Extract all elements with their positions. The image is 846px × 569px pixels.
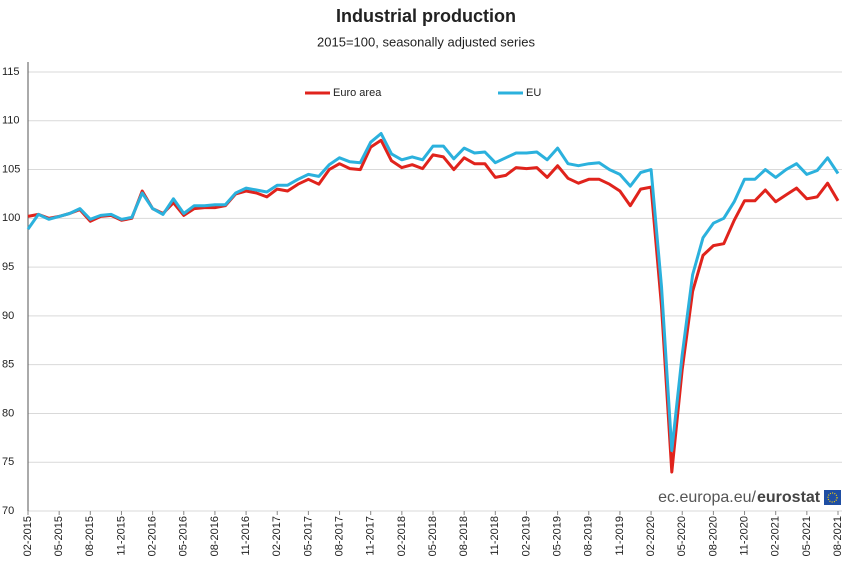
- x-tick-label: 08-2021: [832, 516, 844, 556]
- y-tick-label: 95: [2, 261, 14, 273]
- x-tick-label: 05-2021: [801, 516, 813, 556]
- y-tick-label: 80: [2, 407, 14, 419]
- y-tick-label: 115: [2, 66, 20, 78]
- data-line: [26, 132, 840, 452]
- x-tick-label: 08-2019: [583, 516, 595, 556]
- y-tick-label: 90: [2, 310, 14, 322]
- x-tick-label: 05-2017: [302, 516, 314, 556]
- x-tick-label: 02-2017: [271, 516, 283, 556]
- y-tick-label: 70: [2, 505, 14, 517]
- source: ec.europa.eu/ eurostat: [658, 489, 841, 506]
- chart-title: Industrial production: [336, 6, 516, 26]
- x-tick-label: 02-2020: [645, 516, 657, 556]
- y-tick-label: 110: [2, 115, 20, 127]
- x-tick-label: 11-2015: [115, 516, 127, 556]
- x-tick-label: 11-2018: [489, 516, 501, 556]
- x-tick-label: 11-2019: [614, 516, 626, 556]
- x-tick-label: 02-2021: [770, 516, 782, 556]
- eu-flag: [824, 490, 841, 505]
- x-tick-label: 05-2019: [552, 516, 564, 556]
- data-line: [27, 138, 840, 474]
- x-tick-label: 08-2017: [333, 516, 345, 556]
- x-tick-label: 02-2015: [22, 516, 34, 556]
- y-tick-label: 100: [2, 212, 20, 224]
- source-brand: eurostat: [757, 489, 821, 506]
- x-tick-label: 05-2015: [53, 516, 65, 556]
- y-tick-label: 85: [2, 359, 14, 371]
- x-tick-label: 11-2020: [738, 516, 750, 556]
- x-tick-label: 05-2018: [427, 516, 439, 556]
- x-tick-label: 11-2017: [365, 516, 377, 556]
- x-tick-label: 08-2018: [458, 516, 470, 556]
- x-tick-label: 02-2018: [396, 516, 408, 556]
- legend-label: Euro area: [333, 87, 382, 99]
- y-tick-label: 75: [2, 456, 14, 468]
- chart-subtitle: 2015=100, seasonally adjusted series: [317, 34, 535, 49]
- x-tick-label: 02-2019: [520, 516, 532, 556]
- x-tick-label: 08-2016: [209, 516, 221, 556]
- x-tick-label: 05-2016: [178, 516, 190, 556]
- x-tick-label: 05-2020: [676, 516, 688, 556]
- y-tick-label: 105: [2, 163, 20, 175]
- eu-flag-stars: [827, 492, 838, 503]
- legend-label: EU: [526, 87, 541, 99]
- x-tick-label: 08-2020: [707, 516, 719, 556]
- source-domain: ec.europa.eu/: [658, 489, 756, 506]
- x-tick-label: 11-2016: [240, 516, 252, 556]
- x-tick-label: 02-2016: [147, 516, 159, 556]
- x-tick-label: 08-2015: [84, 516, 96, 556]
